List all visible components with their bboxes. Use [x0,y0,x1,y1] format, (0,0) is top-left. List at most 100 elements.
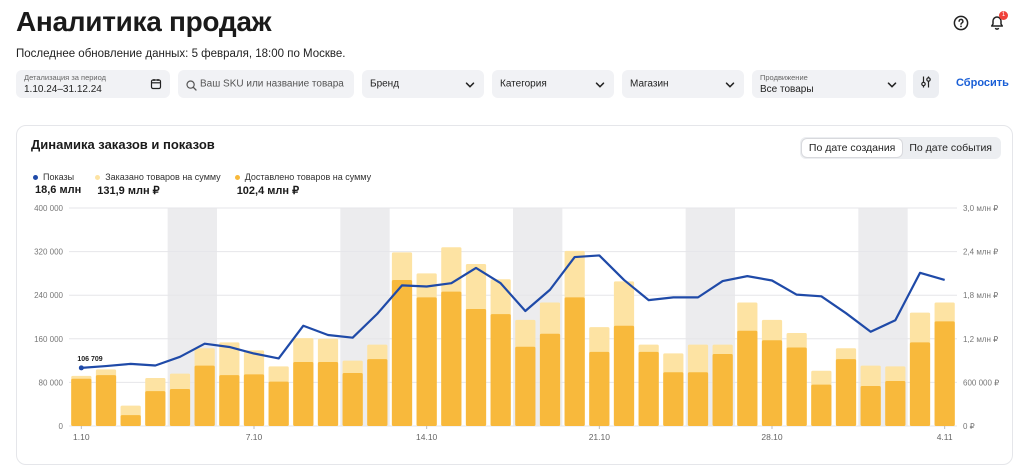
x-tick-label: 7.10 [246,432,263,442]
y-left-tick-label: 80 000 [39,378,64,387]
search-input[interactable]: Ваш SKU или название товара [178,70,354,98]
x-tick-label: 14.10 [416,432,438,442]
first-point-label: 106 709 [77,356,102,363]
legend-item-delivered[interactable]: Доставлено товаров на сумму 102,4 млн ₽ [234,172,372,197]
bar-delivered [219,375,240,426]
legend-item-ordered[interactable]: Заказано товаров на сумму 131,9 млн ₽ [95,172,221,197]
chevron-down-icon [724,78,736,96]
bar-delivered [317,362,339,426]
period-caption: Детализация за период [24,73,106,82]
search-placeholder: Ваш SKU или название товара [200,78,344,90]
y-right-tick-label: 1,8 млн ₽ [963,291,998,300]
bar-delivered [909,342,931,426]
help-circle-icon[interactable] [950,12,972,34]
bar-delivered [589,351,610,426]
page-title: Аналитика продаж [16,6,272,37]
legend-label: Доставлено товаров на сумму [244,172,372,182]
impressions-first-point [78,365,84,371]
bar-delivered [71,378,92,426]
bar-delivered [243,374,265,426]
legend-label: Показы [43,172,75,182]
bar-delivered [194,365,215,426]
bar-delivered [761,340,783,426]
update-note: Последнее обновление данных: 5 февраля, … [16,48,346,60]
legend-dot [33,174,38,180]
y-right-tick-label: 0 ₽ [963,422,975,431]
period-value: 1.10.24–31.12.24 [24,84,102,95]
search-icon [186,78,197,96]
chart-card-title: Динамика заказов и показов [31,137,215,152]
chevron-down-icon [464,78,476,96]
reset-button[interactable]: Сбросить [956,77,1009,89]
y-left-tick-label: 240 000 [34,291,63,300]
y-right-tick-label: 600 000 ₽ [963,378,999,387]
bar-delivered [441,291,462,426]
brand-select[interactable]: Бренд [362,70,484,98]
x-tick-label: 4.11 [937,432,953,442]
bar-delivered [268,381,289,426]
tab-by-creation-date[interactable]: По дате создания [801,139,903,157]
bar-delivered [786,347,807,426]
bar-delivered [934,321,955,426]
promotion-select[interactable]: Продвижение Все товары [752,70,906,98]
legend-dot [95,174,101,180]
y-left-tick-label: 400 000 [34,204,63,213]
bar-delivered [712,354,733,426]
brand-label: Бренд [370,78,400,90]
bar-delivered [416,297,437,426]
bar-delivered [885,380,906,426]
bar-delivered [391,279,413,426]
period-filter[interactable]: Детализация за период 1.10.24–31.12.24 [16,70,170,98]
bar-delivered [490,314,511,426]
tab-by-event-date[interactable]: По дате события [909,142,992,154]
chart-card: Динамика заказов и показов По дате созда… [16,125,1013,465]
bar-delivered [860,386,881,426]
bar-delivered [564,297,585,426]
calendar-icon [150,77,162,95]
bar-delivered [811,384,832,426]
category-select[interactable]: Категория [492,70,614,98]
bar-delivered [663,372,684,426]
bar-delivered [169,388,191,426]
bar-delivered [613,325,635,426]
y-left-tick-label: 0 [59,422,64,431]
bar-delivered [835,359,857,426]
y-right-tick-label: 3,0 млн ₽ [963,204,998,213]
legend-item-impressions[interactable]: Показы 18,6 млн [33,172,81,197]
bar-delivered [515,346,536,426]
bar-delivered [120,415,141,426]
header-actions: 1 [950,11,1008,34]
bar-delivered [465,309,487,426]
orders-impressions-chart: 0 0 ₽ 80 000 600 000 ₽ 160 000 1,2 млн ₽ 240 0… [34,204,999,442]
impressions-line [81,254,945,369]
notification-badge: 1 [999,11,1008,20]
x-tick-label: 21.10 [589,432,611,442]
bar-delivered [145,391,166,426]
promotion-caption: Продвижение [760,73,808,82]
category-label: Категория [500,78,547,90]
bar-delivered [539,333,561,426]
filters-bar: Детализация за период 1.10.24–31.12.24 В… [16,70,1009,98]
filter-settings-button[interactable] [913,70,939,98]
bar-delivered [737,330,758,426]
store-select[interactable]: Магазин [622,70,744,98]
legend-value: 18,6 млн [35,184,82,196]
y-left-tick-label: 160 000 [34,335,63,344]
bar-delivered [95,375,117,426]
bar-delivered [638,351,659,426]
bell-icon[interactable]: 1 [986,11,1008,34]
y-right-tick-label: 2,4 млн ₽ [963,248,998,257]
bar-delivered [342,372,363,426]
legend-dot [234,174,240,180]
x-tick-label: 28.10 [761,432,783,442]
legend-value: 102,4 млн ₽ [236,185,300,197]
promotion-value: Все товары [760,84,814,95]
y-right-tick-label: 1,2 млн ₽ [963,335,998,344]
store-label: Магазин [630,78,669,90]
x-tick-label: 1.10 [73,432,90,442]
y-left-tick-label: 320 000 [34,248,63,257]
legend-label: Заказано товаров на сумму [105,172,221,182]
bar-delivered [367,359,388,426]
chart-legend: Показы 18,6 млн Заказано товаров на сумм… [33,172,385,197]
chevron-down-icon [594,78,606,96]
